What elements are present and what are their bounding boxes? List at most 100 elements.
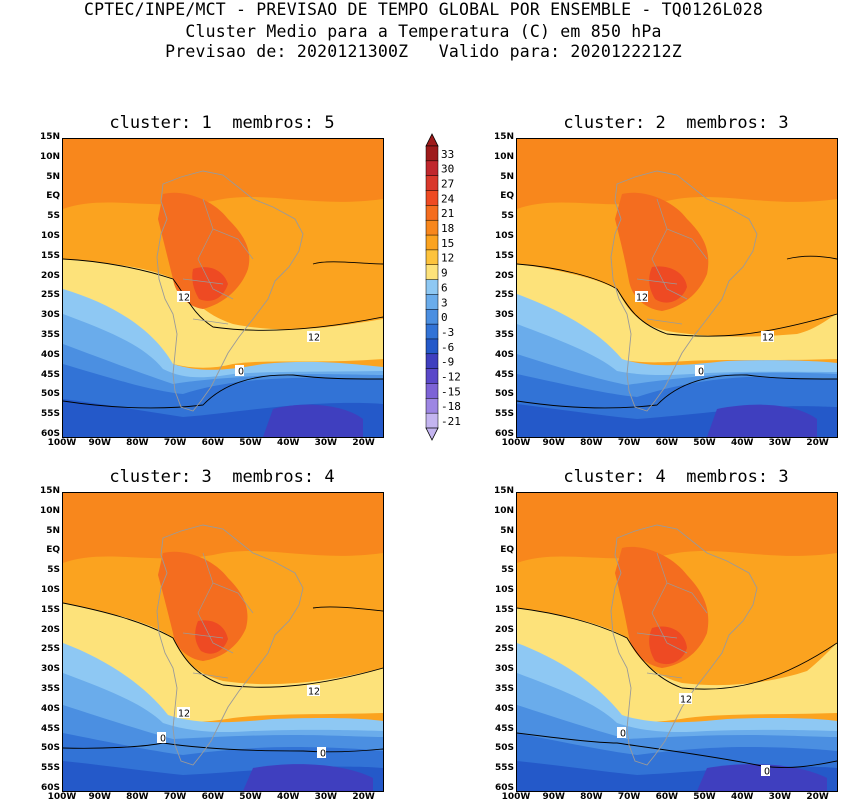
continent-outline [156,170,304,412]
panel-2-map: 12 12 0 [516,138,838,438]
lon-tick-label: 90W [542,792,565,802]
colorbar-swatch [425,323,439,340]
colorbar-swatch [425,219,439,236]
colorbar-swatch [425,264,439,281]
lat-tick-label: 50S [494,389,514,400]
colorbar-label: 12 [441,252,454,265]
lat-tick-label: 45S [494,369,514,380]
lat-tick-label: 25S [40,290,60,301]
svg-text:0: 0 [320,749,326,760]
lon-tick-label: 70W [163,792,187,802]
lon-tick-label: 90W [88,792,111,802]
colorbar-top-arrow [425,133,439,147]
colorbar-label: -15 [441,385,461,398]
svg-text:12: 12 [308,687,320,698]
lon-tick-label: 50W [693,792,716,802]
lat-tick-label: 50S [40,389,60,400]
lon-tick-label: 60W [655,792,679,802]
lat-tick-label: 40S [40,349,60,360]
lat-tick-label: 15S [40,250,60,261]
lon-tick-label: 80W [126,438,149,448]
lat-tick-label: 10N [493,151,514,162]
hot-core [649,266,687,303]
lat-tick-label: 45S [40,369,60,380]
lat-tick-label: 55S [40,763,60,774]
lat-tick-label: 30S [40,664,60,675]
colorbar-swatch [425,383,439,399]
lat-tick-label: 25S [494,644,514,655]
svg-text:12: 12 [178,293,190,304]
lon-tick-label: 90W [88,438,111,448]
lat-tick-label: EQ [46,545,60,556]
lon-tick-label: 100W [47,792,77,802]
lat-tick-label: 20S [494,270,514,281]
lat-tick-label: 10S [494,231,514,241]
lon-tick-label: 100W [47,438,77,448]
lat-tick-label: 10S [40,231,60,241]
lon-tick-label: 70W [617,792,641,802]
lat-tick-label: 10N [39,505,60,516]
colorbar-swatch [425,249,439,266]
contour-0 [517,374,837,409]
svg-text:12: 12 [680,695,692,706]
lon-tick-label: 90W [542,438,565,448]
colorbar-label: 0 [441,311,448,324]
svg-text:12: 12 [178,709,190,720]
warm-band [517,493,837,563]
country-borders [182,198,254,325]
lat-tick-label: 10S [494,585,514,595]
lat-tick-label: 35S [40,684,60,694]
lat-tick-label: 45S [494,723,514,734]
lat-tick-label: 55S [40,409,60,420]
contour-label: 0 [617,727,626,740]
panel-3-map: 12 12 0 0 [62,492,384,792]
contour-label: 0 [695,365,704,378]
title-line-1: CPTEC/INPE/MCT - PREVISAO DE TEMPO GLOBA… [84,0,763,19]
colorbar-label: 6 [441,281,448,294]
svg-text:0: 0 [238,367,244,378]
lat-tick-label: 50S [40,743,60,754]
warm-band [517,139,837,209]
colorbar-swatch [425,279,439,295]
lat-tick-label: 20S [40,624,60,635]
lon-tick-label: 20W [806,792,829,802]
lat-tick-label: 5S [501,211,514,222]
title-line-3: Previsao de: 2020121300Z Valido para: 20… [165,42,682,61]
colorbar-swatch [425,190,439,206]
lat-tick-label: 15N [39,486,60,496]
contour-12 [63,602,383,688]
lat-tick-label: 15N [493,132,514,142]
colorbar-label: -9 [441,356,454,369]
lon-tick-label: 20W [806,438,829,448]
colorbar-label: 27 [441,178,454,191]
country-borders [636,552,708,679]
colorbar-label: -18 [441,400,461,413]
lon-tick-label: 20W [352,792,375,802]
colorbar-swatch [425,338,439,355]
lon-tick-label: 50W [239,792,262,802]
warm-core [158,192,250,309]
lat-tick-label: 55S [494,409,514,420]
lon-tick-label: 30W [768,792,792,802]
lon-tick-label: 100W [501,438,531,448]
lat-tick-label: 30S [494,664,514,675]
lat-tick-label: 50S [494,743,514,754]
lon-tick-label: 80W [580,792,603,802]
lat-tick-label: 35S [40,330,60,340]
lat-tick-label: 5N [500,171,514,182]
lon-tick-label: 100W [501,792,531,802]
colorbar-swatch [425,294,439,310]
svg-text:0: 0 [620,729,626,740]
lat-tick-label: 60S [40,429,60,439]
continent-outline [610,524,758,766]
colorbar-label: 33 [441,148,454,161]
colorbar-swatch [425,234,439,251]
contour-label: 0 [317,747,326,760]
colorbar-swatch [425,412,439,429]
continent-outline [156,524,304,766]
lon-tick-label: 80W [580,438,603,448]
lat-tick-label: 5N [500,525,514,536]
lat-tick-label: EQ [500,191,514,202]
lat-tick-label: 25S [40,644,60,655]
